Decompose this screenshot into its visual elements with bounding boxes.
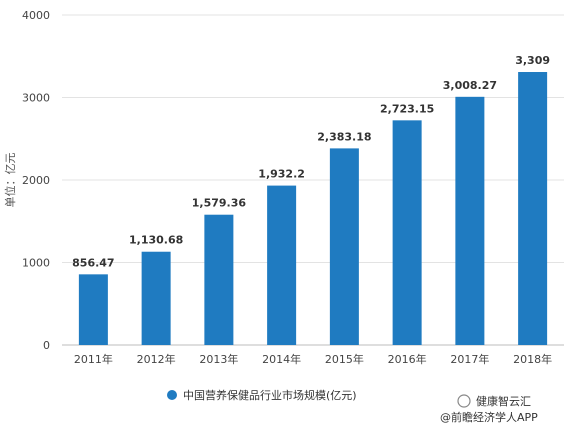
x-tick-label: 2015年 (325, 352, 364, 366)
watermark-title: 健康智云汇 (476, 394, 531, 408)
bar (267, 185, 297, 345)
x-axis-ticks: 2011年 2012年 2013年 2014年 2015年 2016年 2017年 2018年 (74, 352, 552, 366)
y-axis-label: 单位：亿元 (3, 153, 17, 208)
bar (204, 214, 234, 345)
data-label: 1,932.2 (258, 168, 305, 181)
legend-marker (167, 390, 177, 400)
y-tick-label: 3000 (22, 92, 50, 105)
wechat-icon (457, 394, 471, 408)
x-tick-label: 2013年 (199, 352, 238, 366)
data-label: 1,579.36 (192, 197, 247, 210)
y-tick-label: 2000 (22, 174, 50, 187)
bar (329, 148, 359, 345)
data-label: 856.47 (72, 256, 114, 269)
y-axis-ticks: 0 1000 2000 3000 4000 (22, 9, 50, 352)
legend-label: 中国营养保健品行业市场规模(亿元) (183, 388, 357, 402)
bar (392, 120, 422, 346)
x-tick-label: 2016年 (388, 352, 427, 366)
bar (141, 251, 171, 345)
x-tick-label: 2014年 (262, 352, 301, 366)
y-tick-label: 0 (43, 339, 50, 352)
data-label: 3,008.27 (443, 79, 497, 92)
bar (78, 274, 108, 345)
data-label: 1,130.68 (129, 234, 183, 247)
x-tick-label: 2012年 (137, 352, 176, 366)
bar (518, 72, 548, 345)
data-label: 2,723.15 (380, 102, 434, 115)
x-tick-label: 2018年 (513, 352, 552, 366)
legend[interactable]: 中国营养保健品行业市场规模(亿元) (167, 388, 357, 402)
y-tick-label: 1000 (22, 257, 50, 270)
watermark: 健康智云汇 @前瞻经济学人APP (440, 394, 538, 424)
y-tick-label: 4000 (22, 9, 50, 22)
data-label: 3,309 (515, 54, 550, 67)
gridlines (62, 14, 564, 263)
bars (78, 72, 548, 346)
x-tick-label: 2017年 (450, 352, 489, 366)
x-tick-label: 2011年 (74, 352, 113, 366)
data-labels: 856.47 1,130.68 1,579.36 1,932.2 2,383.18 2,7… (72, 54, 550, 269)
bar (455, 96, 485, 346)
data-label: 2,383.18 (317, 130, 371, 143)
watermark-subtitle: @前瞻经济学人APP (440, 410, 538, 424)
